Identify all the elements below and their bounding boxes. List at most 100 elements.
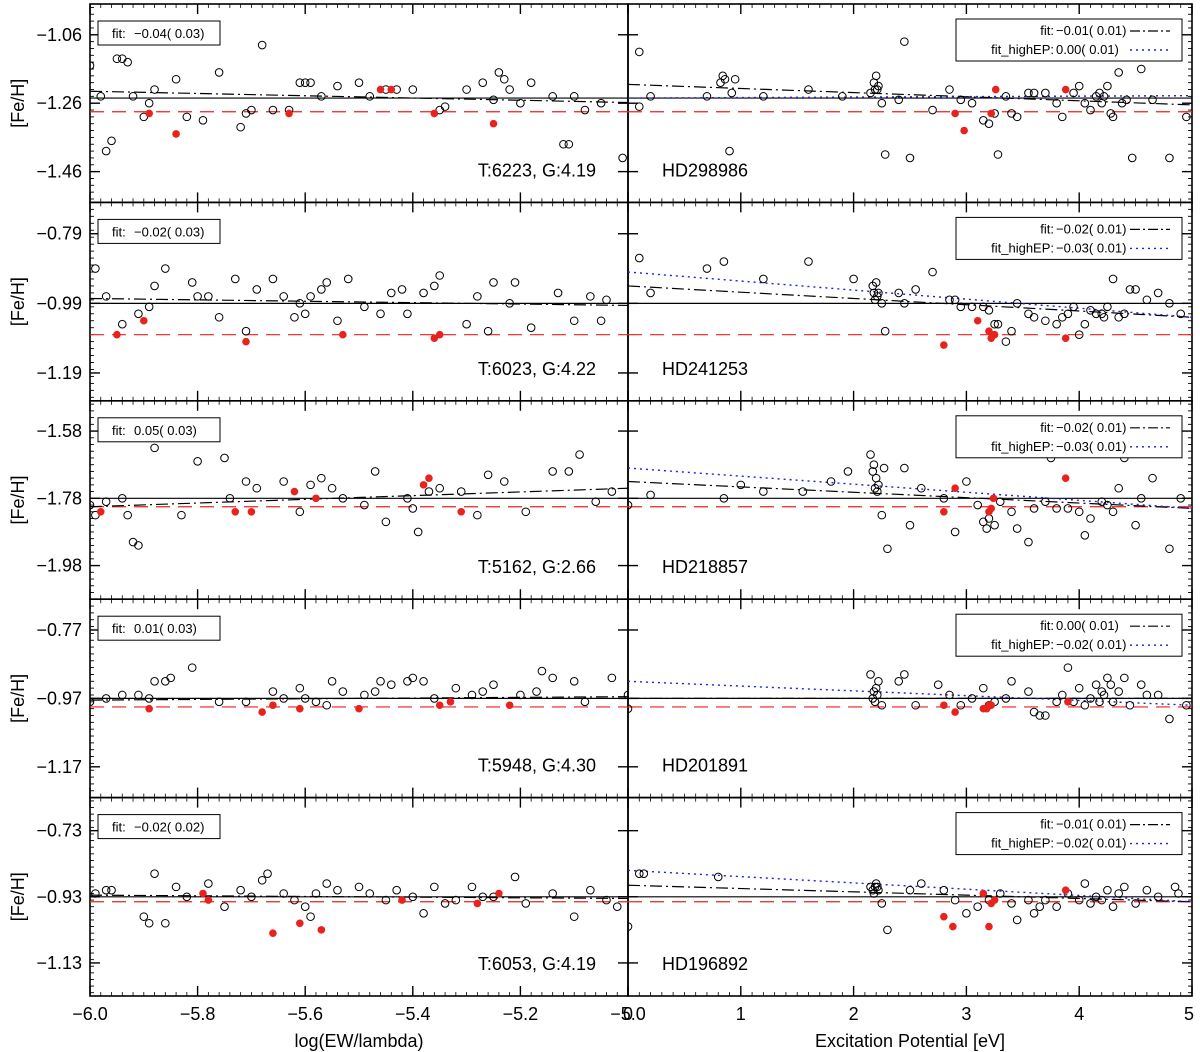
fe2-point: [145, 704, 153, 713]
fe1-point: [1080, 879, 1090, 888]
fe1-point: [1057, 112, 1067, 122]
fe1-point: [171, 74, 181, 84]
fe1-point: [979, 116, 988, 125]
fe1-point: [967, 98, 977, 108]
fe1-point: [166, 673, 175, 683]
fe1-point: [112, 54, 122, 64]
fe2-point: [949, 922, 957, 931]
fe1-point: [1136, 64, 1146, 74]
fe1-point: [1108, 274, 1118, 284]
fe1-point: [900, 37, 909, 46]
fe2-point: [376, 85, 385, 94]
fe1-point: [634, 102, 644, 111]
fe1-point: [279, 694, 288, 703]
stellar-params-label: T:6023, G:4.22: [478, 359, 596, 379]
fe1-point: [376, 309, 385, 319]
fe2-point: [269, 701, 277, 710]
fe1-point: [993, 319, 1003, 329]
fe1-point: [1091, 680, 1101, 690]
fe1-point: [499, 477, 509, 486]
fe2-point: [991, 85, 1000, 94]
fe1-point: [1108, 507, 1118, 517]
fe1-point: [365, 92, 375, 101]
fe1-point: [880, 150, 890, 159]
fe1-point: [736, 480, 746, 490]
fe1-point: [462, 85, 471, 94]
fe1-point: [1131, 520, 1140, 530]
fe1-point: [306, 480, 315, 490]
x-tick-label-left: −5.6: [287, 1004, 323, 1024]
fit-legend-left: fit: −0.04( 0.03): [97, 20, 221, 46]
fe2-point: [430, 334, 439, 342]
y-tick-label: −1.06: [36, 25, 82, 45]
fe1-point: [1120, 309, 1129, 319]
fe2-point: [140, 316, 148, 325]
fe1-point: [607, 673, 617, 683]
fe1-point: [1091, 309, 1101, 319]
fe1-point: [993, 150, 1003, 159]
fe1-point: [586, 885, 595, 895]
fit-line: [628, 285, 1192, 318]
fe2-point: [398, 896, 406, 904]
fe1-point: [1148, 95, 1157, 105]
fe2-point: [339, 330, 347, 339]
fe2-point: [940, 701, 948, 710]
fe1-point: [962, 909, 971, 918]
left-plot-area: [90, 663, 628, 716]
fe2-point: [951, 109, 959, 118]
fe1-point: [1029, 88, 1039, 98]
fe1-point: [144, 302, 154, 312]
fe1-point: [872, 292, 882, 301]
fe2-point: [113, 330, 121, 339]
fe1-point: [483, 326, 493, 336]
fe1-point: [967, 694, 977, 703]
fe2-point: [987, 504, 996, 513]
highEP-legend-label: fit_highEP:: [991, 836, 1054, 851]
fe2-point: [446, 698, 455, 706]
fe1-point: [1086, 694, 1095, 703]
x-tick-label-right: 3: [961, 1004, 971, 1024]
y-tick-label: −0.97: [36, 688, 82, 708]
fe1-point: [430, 694, 439, 703]
fe1-point: [911, 285, 920, 294]
x-tick-label-left: −5.4: [395, 1004, 431, 1024]
fe1-point: [1007, 109, 1016, 118]
fe1-point: [548, 92, 557, 101]
fe1-point: [241, 697, 251, 707]
fe1-point: [408, 85, 418, 94]
fe1-point: [435, 271, 445, 280]
fit-legend-value: −0.04( 0.03): [134, 26, 204, 41]
fe1-point: [1012, 524, 1022, 533]
fe1-point: [759, 487, 768, 496]
fe1-point: [956, 302, 966, 312]
fe1-point: [628, 922, 633, 931]
fe1-point: [408, 504, 418, 513]
fe2-point: [973, 316, 982, 325]
fe1-point: [871, 278, 881, 287]
fe1-point: [295, 78, 305, 87]
fe1-point: [295, 507, 305, 517]
fe1-point: [1108, 112, 1118, 122]
fe1-point: [117, 690, 127, 700]
fe1-point: [1052, 697, 1061, 707]
fit-line: [90, 487, 628, 508]
fit-legend-box: [955, 613, 1183, 657]
fit-legend-box: [955, 216, 1183, 260]
fe1-point: [646, 490, 655, 500]
fe1-point: [290, 895, 299, 905]
fe1-point: [1086, 306, 1095, 315]
fe1-point: [1165, 153, 1174, 163]
fe1-point: [516, 98, 525, 108]
fe1-point: [713, 872, 723, 882]
fe1-point: [1080, 700, 1090, 710]
fe1-point: [874, 480, 883, 490]
fe1-point: [1106, 680, 1116, 690]
fe1-point: [559, 139, 568, 149]
fe1-point: [440, 102, 450, 111]
fe1-point: [225, 494, 235, 503]
y-tick-label: −1.26: [36, 93, 82, 113]
highEP-legend-label: fit_highEP:: [991, 637, 1054, 652]
fe1-point: [91, 264, 100, 273]
highEP-legend-value: −0.02( 0.01): [1056, 836, 1126, 851]
